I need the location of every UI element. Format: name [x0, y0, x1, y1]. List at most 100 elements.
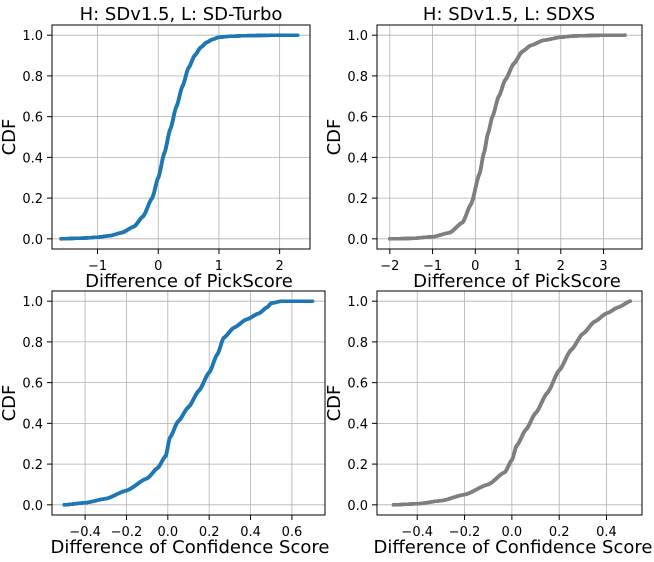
x-tick-label: 0.0: [502, 525, 523, 540]
x-tick-label: 2: [557, 259, 565, 274]
cdf-point: [552, 36, 557, 41]
cdf-point: [210, 37, 215, 42]
y-tick-label: 0.2: [347, 458, 368, 473]
cdf-point: [103, 496, 108, 501]
y-tick-label: 0.4: [347, 417, 368, 432]
y-tick-label: 0.2: [347, 192, 368, 207]
x-tick-label: 0.6: [282, 525, 303, 540]
y-tick-label: 0.2: [22, 458, 43, 473]
plot-area: −0.4 −0.2 0.0 0.2 0.4 0.0 0.2 0.4 0.6 0.8 1.0: [347, 290, 643, 540]
x-tick-label: 3: [599, 259, 607, 274]
y-tick-label: 1.0: [22, 295, 43, 310]
x-tick-label: 0: [154, 259, 162, 274]
y-axis-label: CDF: [0, 119, 20, 156]
cdf-point: [229, 34, 233, 39]
cdf-point: [528, 43, 533, 48]
cdf-point: [541, 38, 546, 43]
y-tick-label: 0.0: [347, 499, 368, 514]
cdf-point: [558, 35, 563, 40]
panel-pickscore-sd-turbo: −1 0 1 2 0.0 0.2 0.4 0.6 0.8 1.0 H: SDv1.5, L: SD…: [0, 4, 311, 292]
cdf-point: [447, 496, 452, 501]
cdf-point: [438, 498, 443, 503]
cdf-point: [72, 501, 77, 506]
cdf-point: [87, 235, 91, 240]
cdf-point: [628, 299, 633, 304]
panel-confidence-sd-turbo: −0.4 −0.2 0.0 0.2 0.4 0.6 0.0 0.2 0.4 0.6 0.8 1.0 D…: [0, 290, 330, 558]
plot-area: −0.4 −0.2 0.0 0.2 0.4 0.6 0.0 0.2 0.4 0.6 0.8 1.0: [22, 290, 326, 540]
y-tick-label: 0.2: [22, 192, 43, 207]
cdf-point: [93, 498, 98, 503]
y-tick-label: 0.8: [347, 70, 368, 85]
cdf-point: [269, 301, 274, 306]
y-tick-label: 0.0: [22, 233, 43, 248]
plot-area: −2 −1 0 1 2 3 0.0 0.2 0.4 0.6 0.8 1.0: [347, 24, 643, 274]
chart-title: H: SDv1.5, L: SDXS: [423, 4, 595, 25]
x-tick-label: 0.2: [549, 525, 570, 540]
cdf-point: [538, 39, 543, 44]
cdf-point: [391, 502, 396, 507]
axes-frame: [376, 24, 643, 250]
cdf-point: [115, 231, 120, 236]
cdf-point: [457, 493, 462, 498]
y-tick-label: 0.4: [347, 151, 368, 166]
cdf-series: [391, 299, 633, 507]
cdf-point: [454, 494, 458, 499]
cdf-point: [548, 37, 552, 42]
x-tick-label: −0.2: [449, 525, 481, 540]
y-tick-label: 0.8: [347, 336, 368, 351]
cdf-point: [423, 500, 428, 505]
x-tick-label: 0.4: [240, 525, 261, 540]
x-tick-label: 1: [215, 259, 223, 274]
axes-frame: [51, 24, 311, 250]
x-tick-label: 0.0: [157, 525, 178, 540]
y-tick-label: 0.8: [22, 70, 43, 85]
cdf-point: [107, 233, 112, 238]
cdf-series: [62, 299, 315, 507]
y-tick-label: 1.0: [347, 295, 368, 310]
cdf-point: [623, 33, 627, 38]
cdf-point: [99, 234, 104, 239]
axes-frame: [376, 290, 643, 516]
cdf-point: [435, 233, 440, 238]
y-tick-label: 0.4: [22, 417, 43, 432]
cdf-point: [439, 232, 444, 237]
cdf-point: [430, 234, 435, 239]
panel-pickscore-sdxs: −2 −1 0 1 2 3 0.0 0.2 0.4 0.6 0.8 1.0 H: SDv1.5, L:…: [324, 4, 643, 292]
cdf-point: [482, 483, 487, 488]
x-tick-label: −0.4: [401, 525, 433, 540]
cdf-series: [59, 33, 300, 241]
y-tick-label: 1.0: [347, 29, 368, 44]
y-tick-label: 0.6: [22, 377, 43, 392]
y-tick-label: 0.0: [347, 233, 368, 248]
x-axis-label: Difference of PickScore: [413, 271, 621, 292]
cdf-point: [217, 35, 221, 40]
y-tick-label: 0.6: [22, 111, 43, 126]
cdf-point: [430, 499, 435, 504]
x-tick-label: −1: [88, 259, 107, 274]
panel-confidence-sdxs: −0.4 −0.2 0.0 0.2 0.4 0.0 0.2 0.4 0.6 0.8 1.0 Diff…: [324, 290, 652, 558]
y-tick-label: 1.0: [22, 29, 43, 44]
cdf-point: [444, 497, 448, 502]
x-tick-label: 2: [276, 259, 284, 274]
x-axis-label: Difference of Confidence Score: [51, 537, 330, 558]
plot-area: −1 0 1 2 0.0 0.2 0.4 0.6 0.8 1.0: [22, 24, 311, 274]
cdf-series: [387, 33, 627, 241]
cdf-point: [279, 299, 284, 304]
cdf-point: [89, 499, 94, 504]
y-tick-label: 0.8: [22, 336, 43, 351]
cdf-point: [310, 299, 315, 303]
cdf-point: [59, 236, 64, 241]
x-tick-label: 1: [514, 259, 522, 274]
cdf-point: [97, 497, 102, 502]
y-tick-label: 0.0: [22, 499, 43, 514]
y-axis-label: CDF: [324, 385, 345, 422]
cdf-point: [83, 500, 87, 505]
cdf-point: [568, 34, 573, 39]
x-tick-label: −0.4: [69, 525, 101, 540]
y-tick-label: 0.4: [22, 151, 43, 166]
chart-title: H: SDv1.5, L: SD-Turbo: [80, 4, 283, 25]
y-tick-label: 0.6: [347, 111, 368, 126]
x-tick-label: 0.2: [199, 525, 220, 540]
x-tick-label: −0.2: [111, 525, 143, 540]
